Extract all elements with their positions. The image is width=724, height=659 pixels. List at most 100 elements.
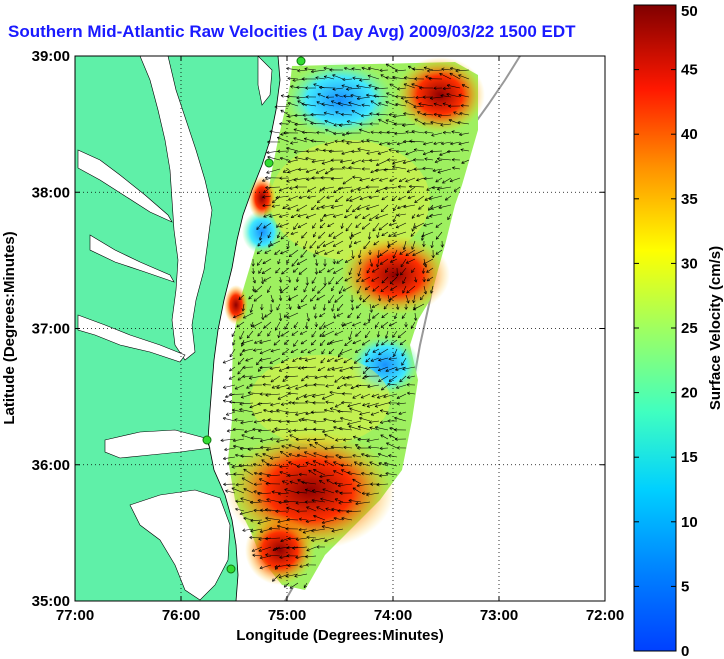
velocity-vector [333,186,344,194]
velocity-vector [420,294,425,301]
velocity-vector-head [425,75,429,79]
velocity-vector-head [410,233,414,237]
velocity-vector [265,537,281,540]
velocity-vector-head [256,361,260,366]
velocity-vector [327,222,335,228]
velocity-vector-head [420,237,425,241]
velocity-vector-head [298,195,302,199]
velocity-vector [335,94,344,98]
velocity-vector [287,240,290,249]
velocity-vector-head [297,479,301,483]
velocity-vector [298,419,308,422]
velocity-vector-head [329,68,333,72]
velocity-vector-head [369,471,373,476]
velocity-vector [387,383,398,386]
velocity-vector-head [251,270,255,274]
velocity-vector-head [304,358,309,362]
velocity-vector [331,528,344,532]
velocity-vector [297,213,308,217]
velocity-vector-head [270,349,274,353]
velocity-vector [361,339,371,346]
velocity-vector-head [389,297,393,301]
velocity-vector-head [372,269,376,273]
velocity-vector-head [358,261,362,265]
velocity-vector-head [460,103,464,108]
velocity-vector [257,330,263,337]
velocity-vector [223,384,236,389]
velocity-vector-head [262,453,266,457]
velocity-vector [423,141,434,145]
velocity-vector-head [309,443,313,447]
velocity-vector [263,321,272,329]
velocity-vector [287,384,299,390]
velocity-vector-head [261,375,266,379]
velocity-vector [451,131,461,134]
velocity-vector-head [335,93,339,98]
velocity-vector [414,149,425,152]
velocity-vector [346,204,353,213]
velocity-vector-head [311,206,315,211]
velocity-vector [311,276,317,284]
velocity-vector-head [322,396,326,400]
velocity-vector-head [329,407,334,411]
velocity-vector-head [388,323,393,327]
velocity-vector-head [228,376,233,380]
velocity-vector-head [250,500,254,505]
velocity-vector [447,150,461,152]
velocity-vector-head [293,343,297,347]
velocity-vector-head [306,177,310,181]
velocity-vector [433,113,443,116]
velocity-vector [287,537,299,539]
velocity-vector-head [458,142,462,146]
colorbar-tick-label: 30 [681,255,698,272]
velocity-vector-head [240,420,244,425]
velocity-vector [430,150,443,152]
velocity-vector-head [333,426,337,430]
velocity-vector [338,501,353,504]
velocity-vector-head [370,482,374,486]
velocity-vector-head [239,336,243,340]
velocity-vector-head [286,179,290,183]
velocity-vector [442,177,452,184]
velocity-vector [247,447,263,450]
velocity-vector [347,472,362,476]
velocity-vector [259,357,272,361]
velocity-vector-head [291,263,295,267]
velocity-vector [361,276,371,282]
velocity-vector [260,447,272,449]
velocity-vector-head [293,287,298,291]
velocity-vector [426,276,434,282]
velocity-vector [354,461,362,467]
velocity-vector [337,384,344,389]
velocity-vector-head [280,290,284,294]
velocity-vector-head [270,456,274,460]
velocity-vector-head [269,366,273,370]
velocity-vector-head [264,314,268,318]
velocity-vector-head [280,94,284,98]
velocity-vector-head [365,453,369,458]
velocity-vector-head [287,473,291,478]
velocity-vector [263,276,272,282]
velocity-vector-head [319,342,324,347]
velocity-vector-head [375,189,380,193]
velocity-vector [369,303,373,313]
velocity-vector [335,490,344,494]
velocity-vector-head [340,463,344,467]
velocity-vector-head [385,269,389,273]
x-tick-label: 76:00 [162,607,200,624]
velocity-vector [346,120,362,125]
velocity-vector [311,537,326,541]
velocity-vector-head [394,69,398,73]
velocity-vector-head [332,87,336,91]
velocity-vector [385,77,398,80]
velocity-vector [398,411,407,415]
velocity-vector [265,509,281,512]
velocity-vector-head [411,83,415,87]
velocity-vector-head [399,251,403,255]
velocity-vector [458,141,470,145]
velocity-vector [232,428,245,431]
velocity-vector-head [286,506,290,510]
velocity-vector [321,519,335,524]
velocity-vector-head [393,353,397,357]
